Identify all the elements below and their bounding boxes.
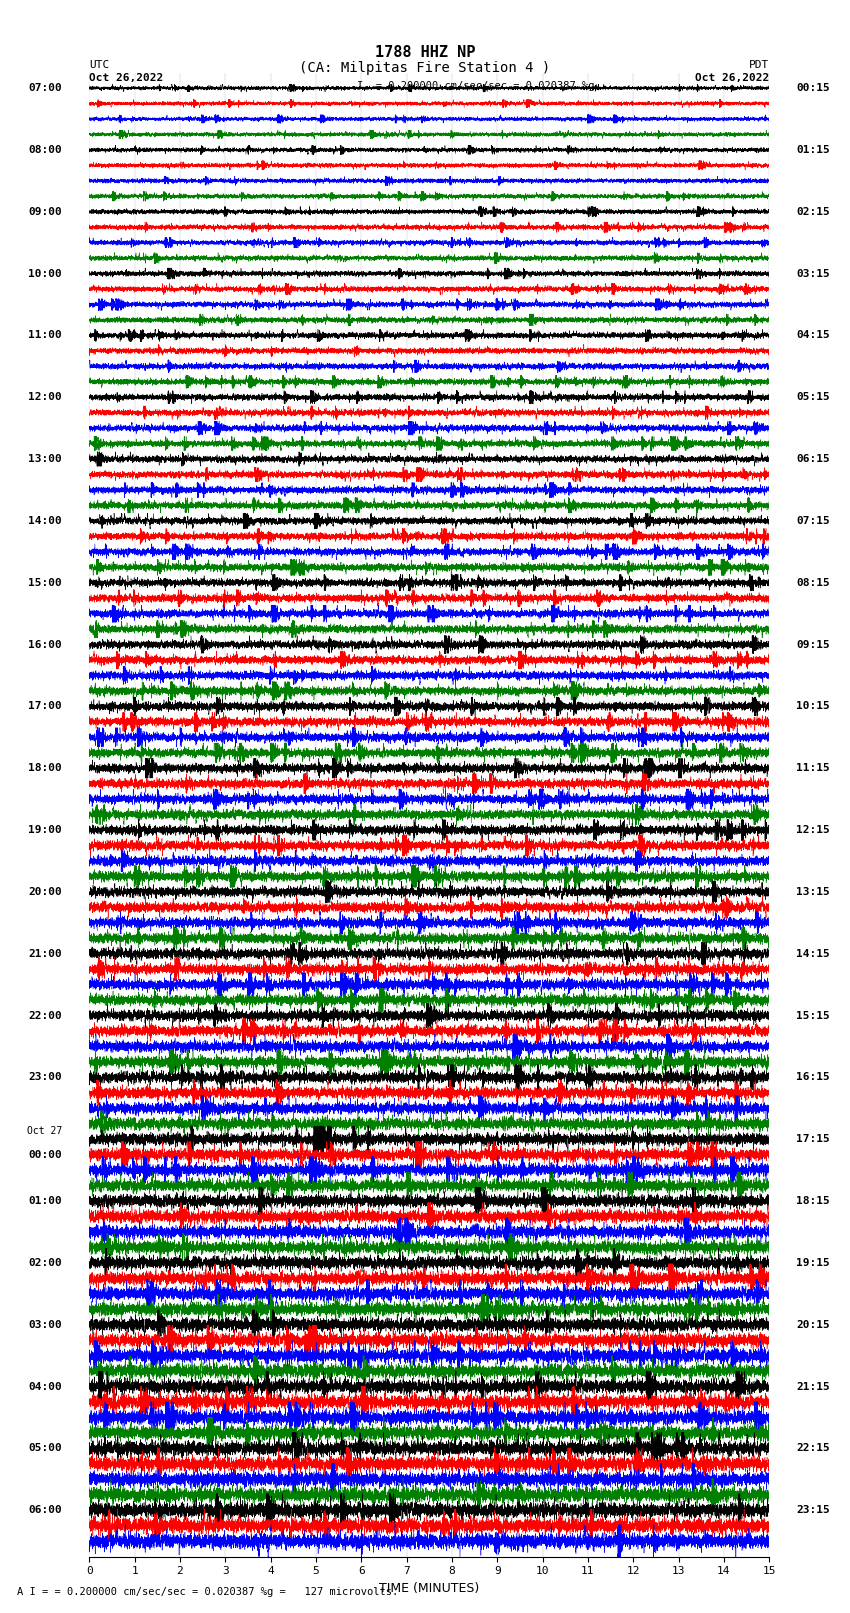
Text: 23:15: 23:15 <box>796 1505 830 1515</box>
Text: 06:15: 06:15 <box>796 453 830 465</box>
Text: 00:15: 00:15 <box>796 82 830 94</box>
Text: 16:00: 16:00 <box>28 639 62 650</box>
Text: 22:15: 22:15 <box>796 1444 830 1453</box>
Text: 18:15: 18:15 <box>796 1195 830 1207</box>
Text: 11:00: 11:00 <box>28 331 62 340</box>
Text: 01:00: 01:00 <box>28 1195 62 1207</box>
Text: 23:00: 23:00 <box>28 1073 62 1082</box>
Text: 17:00: 17:00 <box>28 702 62 711</box>
Text: 11:15: 11:15 <box>796 763 830 773</box>
Text: 10:15: 10:15 <box>796 702 830 711</box>
Text: 14:00: 14:00 <box>28 516 62 526</box>
Text: 19:00: 19:00 <box>28 824 62 836</box>
Text: 16:15: 16:15 <box>796 1073 830 1082</box>
Text: 20:00: 20:00 <box>28 887 62 897</box>
Text: 15:15: 15:15 <box>796 1010 830 1021</box>
Text: UTC: UTC <box>89 60 110 69</box>
Text: 12:00: 12:00 <box>28 392 62 402</box>
Text: PDT: PDT <box>749 60 769 69</box>
Text: 19:15: 19:15 <box>796 1258 830 1268</box>
Text: 10:00: 10:00 <box>28 268 62 279</box>
X-axis label: TIME (MINUTES): TIME (MINUTES) <box>379 1582 479 1595</box>
Text: 20:15: 20:15 <box>796 1319 830 1329</box>
Text: 00:00: 00:00 <box>28 1150 62 1160</box>
Text: 22:00: 22:00 <box>28 1010 62 1021</box>
Text: Oct 26,2022: Oct 26,2022 <box>89 73 163 82</box>
Text: 13:15: 13:15 <box>796 887 830 897</box>
Text: 03:15: 03:15 <box>796 268 830 279</box>
Text: 03:00: 03:00 <box>28 1319 62 1329</box>
Text: I  = 0.200000 cm/sec/sec = 0.020387 %g: I = 0.200000 cm/sec/sec = 0.020387 %g <box>357 81 594 90</box>
Text: 07:15: 07:15 <box>796 516 830 526</box>
Text: 12:15: 12:15 <box>796 824 830 836</box>
Text: 06:00: 06:00 <box>28 1505 62 1515</box>
Text: 14:15: 14:15 <box>796 948 830 958</box>
Text: 15:00: 15:00 <box>28 577 62 587</box>
Text: Oct 27: Oct 27 <box>27 1126 62 1136</box>
Text: A I = = 0.200000 cm/sec/sec = 0.020387 %g =   127 microvolts.: A I = = 0.200000 cm/sec/sec = 0.020387 %… <box>17 1587 399 1597</box>
Text: 01:15: 01:15 <box>796 145 830 155</box>
Text: 21:15: 21:15 <box>796 1381 830 1392</box>
Text: 17:15: 17:15 <box>796 1134 830 1144</box>
Text: 13:00: 13:00 <box>28 453 62 465</box>
Text: 04:00: 04:00 <box>28 1381 62 1392</box>
Text: (CA: Milpitas Fire Station 4 ): (CA: Milpitas Fire Station 4 ) <box>299 61 551 76</box>
Text: 07:00: 07:00 <box>28 82 62 94</box>
Text: 02:00: 02:00 <box>28 1258 62 1268</box>
Text: 18:00: 18:00 <box>28 763 62 773</box>
Text: 02:15: 02:15 <box>796 206 830 216</box>
Text: 1788 HHZ NP: 1788 HHZ NP <box>375 45 475 60</box>
Text: 08:15: 08:15 <box>796 577 830 587</box>
Text: 05:15: 05:15 <box>796 392 830 402</box>
Text: 09:15: 09:15 <box>796 639 830 650</box>
Text: Oct 26,2022: Oct 26,2022 <box>695 73 769 82</box>
Text: 21:00: 21:00 <box>28 948 62 958</box>
Text: 09:00: 09:00 <box>28 206 62 216</box>
Text: 08:00: 08:00 <box>28 145 62 155</box>
Text: 04:15: 04:15 <box>796 331 830 340</box>
Text: 05:00: 05:00 <box>28 1444 62 1453</box>
